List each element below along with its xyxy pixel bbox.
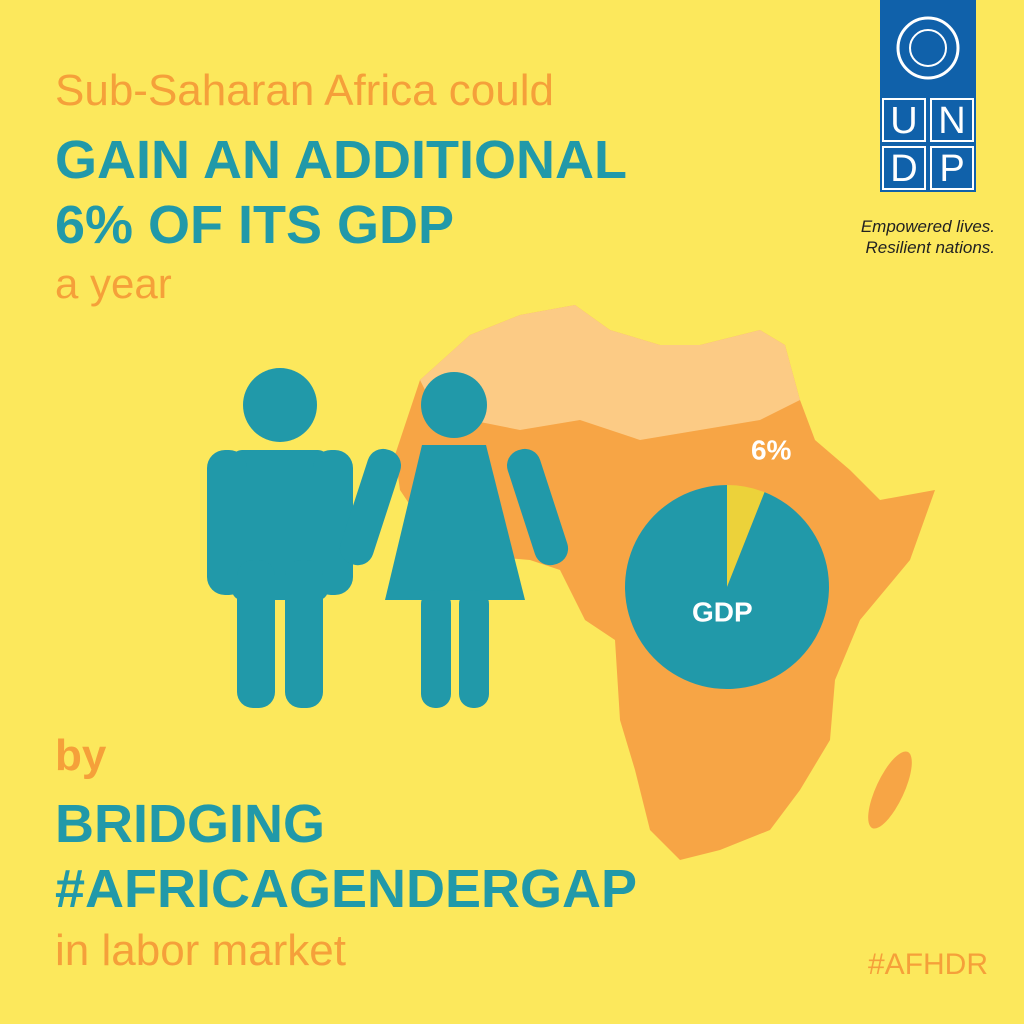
pie-slice (727, 485, 765, 587)
logo-letter: N (938, 100, 965, 142)
logo-letter: P (939, 148, 964, 190)
logo-letter: D (890, 148, 917, 190)
logo-letter-box (882, 146, 926, 190)
logo-letter-box (882, 98, 926, 142)
logo-box (880, 0, 976, 192)
woman-figure (339, 372, 569, 708)
bottom-line: in labor market (55, 926, 346, 975)
bottom-line: #AFRICAGENDERGAP (55, 859, 637, 919)
headline-line: Sub-Saharan Africa could (55, 66, 554, 115)
bottom-line: BRIDGING (55, 794, 325, 854)
north-africa (420, 305, 800, 440)
pie-value-label: 6% (751, 434, 792, 465)
madagascar (868, 751, 912, 829)
pie-slice (625, 485, 829, 690)
logo-letter-box (930, 146, 974, 190)
logo-emblem (896, 16, 960, 80)
headline-line: 6% OF ITS GDP (55, 195, 454, 255)
headline-line: a year (55, 260, 172, 307)
logo-emblem (909, 29, 947, 67)
hashtag: #AFHDR (868, 948, 988, 981)
tagline: Empowered lives. (861, 217, 995, 236)
logo-letter: U (890, 100, 917, 142)
logo-letter-box (930, 98, 974, 142)
headline-line: GAIN AN ADDITIONAL (55, 130, 627, 190)
pie-category-label: GDP (692, 597, 753, 628)
man-figure (207, 368, 353, 708)
bottom-line: by (55, 731, 107, 780)
tagline: Resilient nations. (866, 238, 995, 257)
